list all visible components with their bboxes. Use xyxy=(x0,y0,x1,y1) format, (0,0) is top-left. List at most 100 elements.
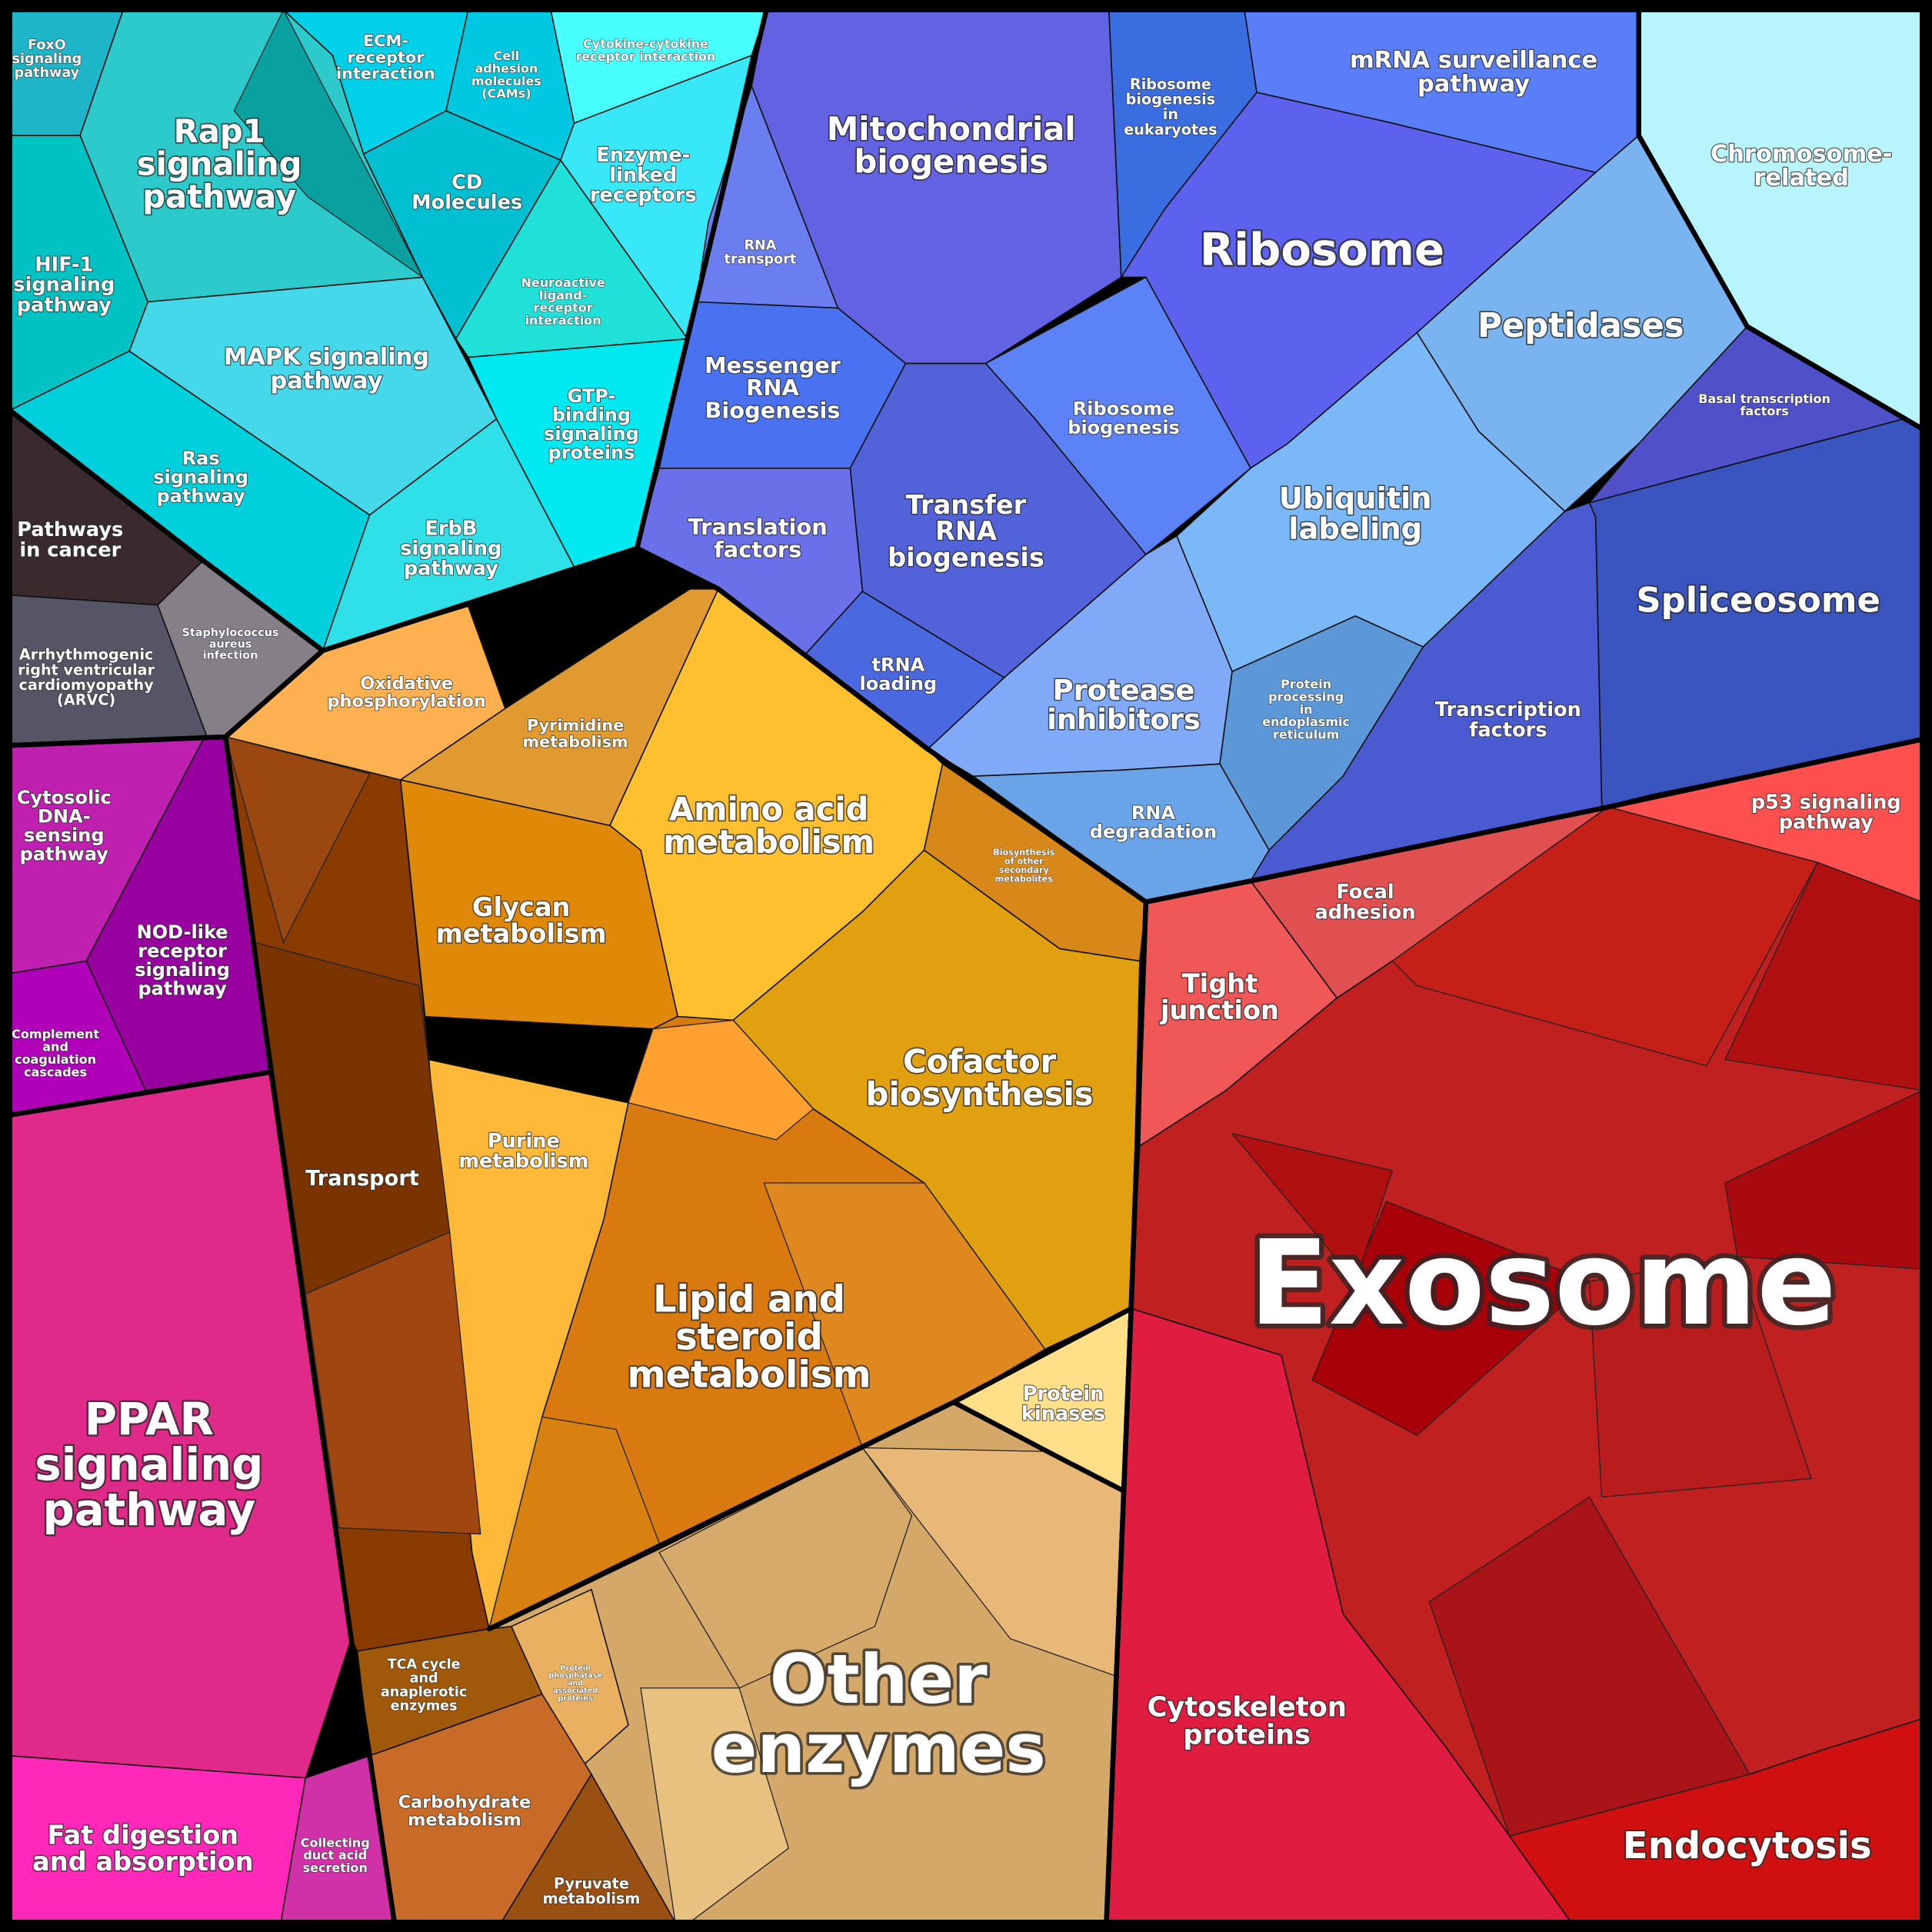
label-line: enzymes xyxy=(711,1709,1046,1788)
label-line: Pathways xyxy=(17,518,123,541)
label-line: Transfer xyxy=(906,489,1027,519)
sub-cell xyxy=(1391,806,1818,1067)
label-line: Messenger xyxy=(705,352,841,378)
cell-label: FoxO signaling pathway xyxy=(12,38,82,81)
label-line: labeling xyxy=(1288,511,1422,546)
label-line: Enzyme- xyxy=(596,144,690,167)
sub-cells xyxy=(225,8,1923,1923)
cell-label: ECM-receptor interaction xyxy=(336,32,435,82)
label-line: Cytosolic xyxy=(17,787,112,808)
cell-label: Pyrimidine metabolism xyxy=(522,716,628,751)
label-line: Oxidative xyxy=(360,673,453,693)
label-line: interaction xyxy=(336,65,435,83)
label-line: interaction xyxy=(525,313,601,328)
cell-label: Lipid and steroid metabolism xyxy=(628,1277,871,1396)
label-line: signaling xyxy=(137,145,302,182)
sub-cell xyxy=(254,941,451,1295)
label-line: enzymes xyxy=(391,1699,458,1714)
label-line: Pyrimidine xyxy=(527,716,624,734)
label-line: Chromosome- xyxy=(1710,140,1892,167)
label-line: factors xyxy=(1469,718,1547,741)
cell-label: Purine metabolism xyxy=(458,1130,588,1173)
label-line: metabolism xyxy=(458,1150,588,1173)
sub-cell xyxy=(640,1687,790,1923)
cell-label: Glycan metabolism xyxy=(436,892,607,948)
group-outline xyxy=(486,1399,957,1632)
label-line: secondary xyxy=(999,865,1050,875)
cell-label: Protein kinases xyxy=(1021,1382,1105,1425)
cell-label: Arrhythmogenic right ventricular cardiomyo… xyxy=(18,645,155,708)
label-line: PPAR xyxy=(85,1393,214,1445)
cell-label: CD Molecules xyxy=(411,171,522,214)
label-line: receptor xyxy=(347,48,425,66)
label-line: TCA cycle xyxy=(388,1657,461,1673)
label-line: signaling xyxy=(13,274,115,297)
label-line: Protein xyxy=(1023,1382,1104,1405)
cell-label: TCA cycle and anaplerotic enzymes xyxy=(381,1657,468,1714)
label-line: signaling xyxy=(544,423,639,445)
cell-label: Cofactor biosynthesis xyxy=(866,1043,1094,1113)
cell-label: Cytosolic DNA-sensing pathway xyxy=(17,787,112,865)
label-line: and xyxy=(42,1039,68,1054)
label-line: coagulation xyxy=(15,1051,96,1066)
cell-label: Mitochondrial biogenesis xyxy=(827,110,1076,180)
cell-label: Ribosome biogenesis in eukaryotes xyxy=(1124,75,1217,138)
label-line: biosynthesis xyxy=(866,1075,1094,1113)
cell-label: Cytokine-cytokine receptor interaction xyxy=(576,36,716,63)
label-line: pathway xyxy=(1417,71,1530,98)
label-line: kinases xyxy=(1021,1402,1105,1425)
cell-label: RNA transport xyxy=(724,238,797,267)
label-line: Endocytosis xyxy=(1623,1824,1872,1867)
label-line: RNA xyxy=(1131,802,1176,824)
label-line: pathway xyxy=(156,485,245,507)
label-line: factors xyxy=(714,536,801,562)
cell-label: PPAR signaling pathway xyxy=(35,1393,263,1536)
sub-cell xyxy=(1428,1496,1750,1837)
label-line: and xyxy=(568,1679,583,1687)
cell-label: Complement and coagulation cascades xyxy=(12,1027,99,1079)
sub-cell xyxy=(1231,1132,1394,1283)
label-line: Other xyxy=(770,1640,988,1719)
label-line: pathway xyxy=(1779,811,1874,834)
label-line: pathway xyxy=(138,978,227,999)
label-line: mRNA surveillance xyxy=(1350,46,1597,73)
cell-label: Protein phosphatase and associated proteins xyxy=(548,1664,602,1703)
label-line: Arrhythmogenic xyxy=(19,645,154,663)
label-line: Complement xyxy=(12,1027,99,1041)
label-line: Basal transcription xyxy=(1698,391,1830,405)
cell-label: Spliceosome xyxy=(1636,579,1880,620)
label-line: Spliceosome xyxy=(1636,579,1880,620)
label-line: receptor xyxy=(534,300,593,315)
cell-label: Pyruvate metabolism xyxy=(543,1874,641,1907)
label-line: DNA- xyxy=(38,806,91,828)
label-line: cardiomyopathy xyxy=(19,675,155,693)
label-line: factors xyxy=(1740,404,1788,418)
label-line: signaling xyxy=(35,1438,263,1491)
label-line: Purine xyxy=(488,1130,560,1153)
label-line: Transcription xyxy=(1435,698,1581,721)
label-line: metabolism xyxy=(408,1810,521,1830)
group-outline xyxy=(951,1306,1134,1494)
label-line: junction xyxy=(1159,994,1279,1024)
cell-label: Other enzymes xyxy=(711,1640,1046,1788)
label-line: biogenesis xyxy=(854,142,1048,180)
cell-label: Protease inhibitors xyxy=(1047,674,1201,736)
label-line: biogenesis xyxy=(1126,90,1216,108)
cell-label: Chromosome-related xyxy=(1710,140,1892,191)
cell-label: Pathways in cancer xyxy=(17,518,123,561)
label-line: Focal xyxy=(1336,881,1394,904)
label-line: sensing xyxy=(24,824,105,846)
label-line: metabolites xyxy=(995,874,1054,884)
label-line: eukaryotes xyxy=(1124,120,1217,138)
label-line: Transport xyxy=(305,1167,419,1191)
cell-label: Collecting duct acid secretion xyxy=(301,1835,370,1875)
label-line: inhibitors xyxy=(1047,702,1201,735)
cell-label: p53 signaling pathway xyxy=(1751,791,1901,834)
label-line: Staphylococcus xyxy=(182,627,279,639)
label-line: signaling xyxy=(153,467,248,488)
label-line: loading xyxy=(860,673,938,695)
cell-label: ErbB signaling pathway xyxy=(400,517,501,580)
label-line: related xyxy=(1754,164,1849,191)
label-line: metabolism xyxy=(663,823,874,861)
